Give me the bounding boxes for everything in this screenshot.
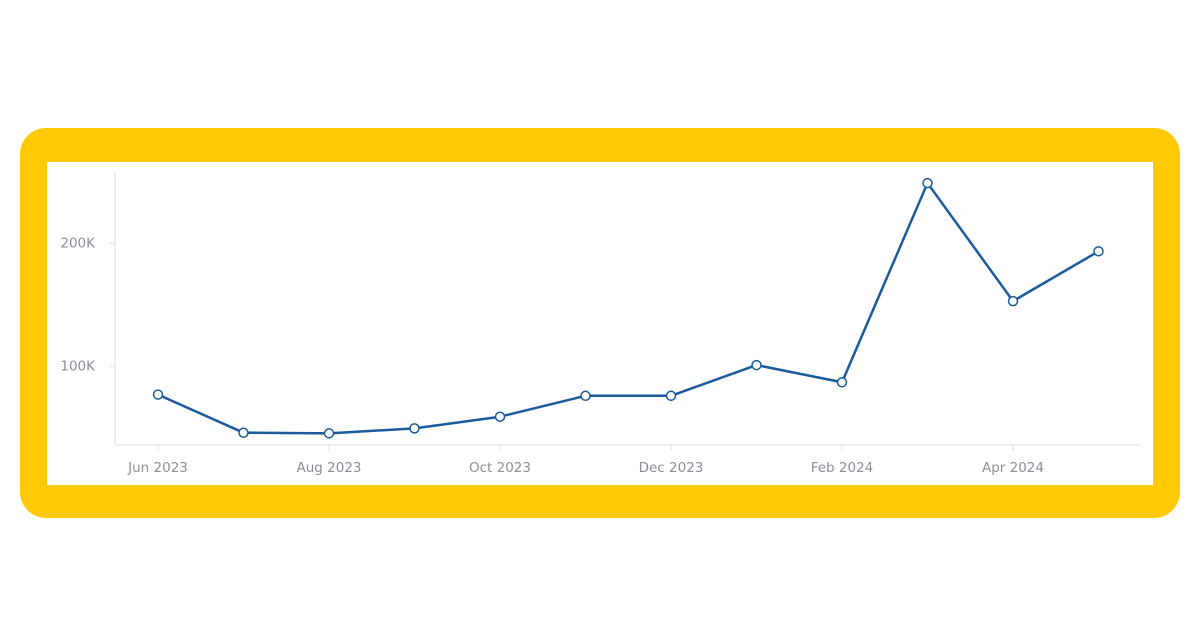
point (152, 389, 164, 400)
point (1007, 295, 1019, 307)
point (665, 390, 677, 402)
y-tick-label: 100K (60, 358, 96, 374)
point (494, 411, 506, 422)
point (409, 423, 420, 434)
x-tick-label: Dec 2023 (639, 460, 704, 476)
x-tick-label: Oct 2023 (469, 460, 531, 476)
point (922, 177, 933, 189)
point (323, 428, 335, 439)
x-tick-label: Apr 2024 (982, 460, 1044, 476)
point (238, 427, 249, 438)
point (1093, 246, 1104, 257)
x-tick-label: Aug 2023 (296, 460, 361, 476)
plot-panel (47, 162, 1153, 485)
x-tick-label: Jun 2023 (127, 460, 188, 476)
point (580, 390, 591, 402)
line (157, 181, 1100, 435)
x-tick-label: Feb 2024 (811, 460, 874, 476)
point (751, 359, 762, 371)
y-tick-label: 200K (60, 235, 96, 251)
point (836, 377, 848, 388)
